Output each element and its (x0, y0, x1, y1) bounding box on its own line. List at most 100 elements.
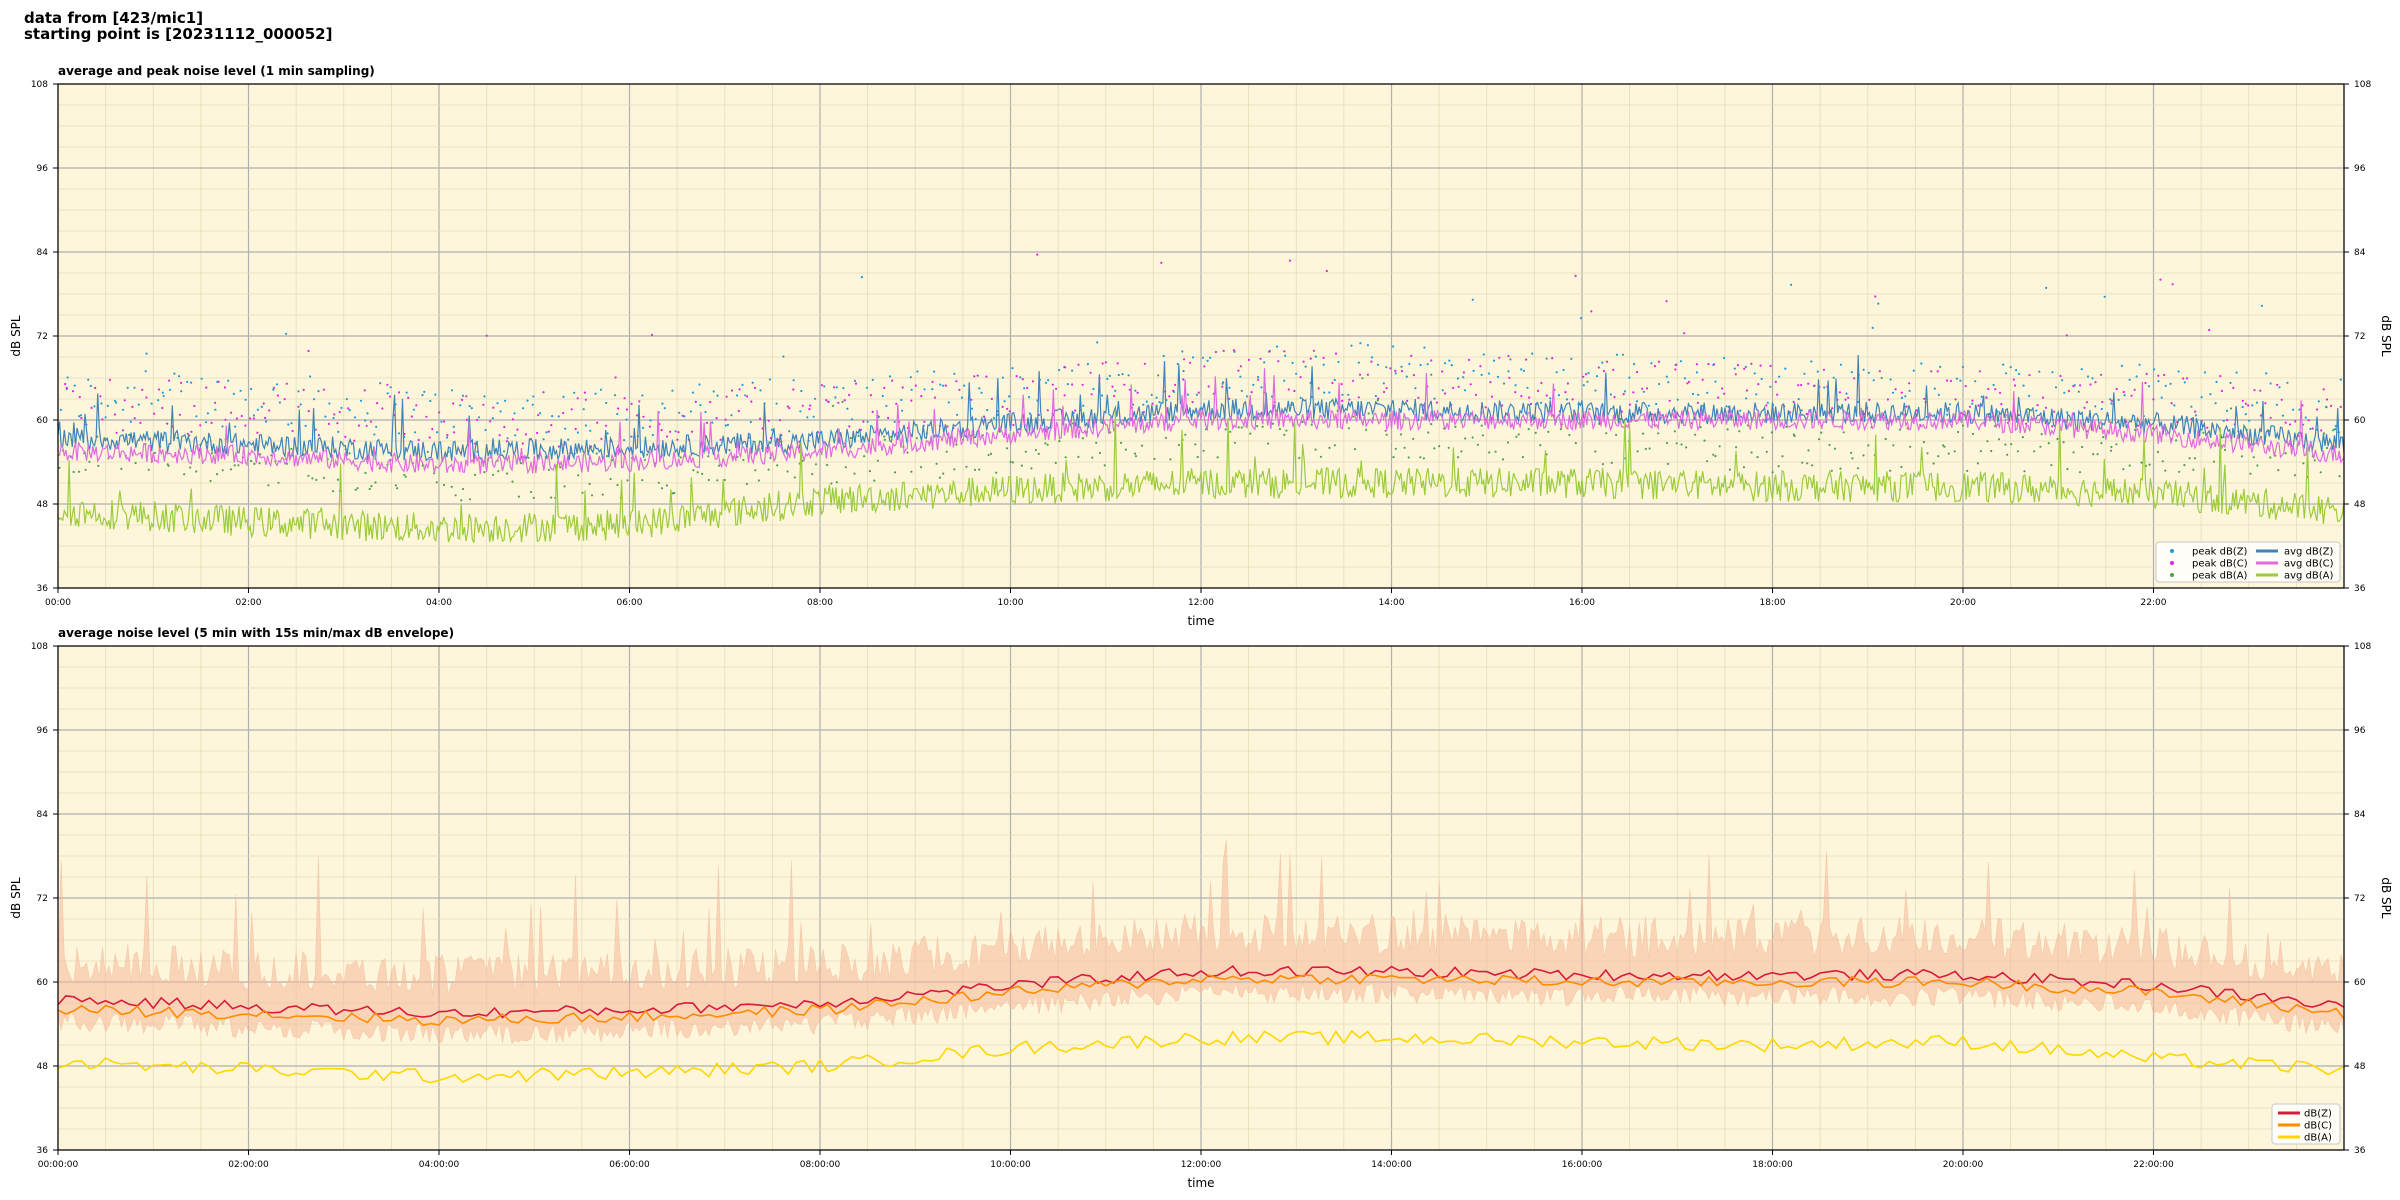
legend-label: peak dB(C) (2192, 559, 2248, 570)
scatter-point (1823, 386, 1826, 389)
scatter-point (1285, 429, 1288, 432)
scatter-point (2051, 425, 2054, 428)
scatter-point (1615, 433, 1618, 436)
scatter-point (1400, 365, 1403, 368)
scatter-point (1502, 382, 1506, 385)
scatter-point (1222, 381, 1225, 384)
scatter-point (1001, 376, 1005, 379)
scatter-point (1726, 428, 1729, 431)
scatter-point (317, 434, 320, 437)
scatter-point (1228, 386, 1231, 389)
scatter-point (2194, 414, 2198, 417)
scatter-point (1295, 372, 1298, 375)
scatter-point (317, 390, 320, 393)
scatter-point (754, 469, 757, 472)
scatter-point (1399, 433, 1403, 436)
scatter-point (1990, 449, 1993, 453)
scatter-point (788, 407, 791, 410)
scatter-point (1957, 430, 1960, 434)
legend-marker (2170, 549, 2174, 553)
scatter-point (221, 469, 224, 472)
scatter-point (1249, 432, 1252, 435)
scatter-point (689, 410, 693, 413)
x-tick-label: 14:00 (1379, 598, 1405, 608)
scatter-point (683, 415, 686, 418)
scatter-point (1412, 374, 1415, 377)
scatter-point (2039, 445, 2042, 448)
scatter-point (1441, 389, 1444, 392)
scatter-point (1968, 405, 1971, 408)
scatter-point (1430, 423, 1433, 426)
scatter-point (359, 399, 363, 402)
scatter-point (987, 453, 990, 457)
scatter-point (521, 442, 524, 445)
scatter-point (2145, 372, 2148, 375)
scatter-point (2190, 405, 2193, 408)
scatter-point (1314, 355, 1317, 358)
scatter-point (233, 464, 236, 467)
scatter-point (837, 401, 840, 404)
scatter-point (1755, 393, 1758, 396)
scatter-point (1206, 359, 1209, 362)
scatter-point (332, 416, 335, 420)
scatter-point (180, 390, 183, 393)
scatter-point (583, 391, 587, 394)
scatter-point (1471, 436, 1474, 439)
scatter-point (547, 430, 550, 433)
scatter-point (522, 407, 525, 410)
scatter-point (2252, 456, 2255, 459)
scatter-point (1923, 397, 1926, 400)
scatter-point (1128, 388, 1131, 391)
y-tick-label-left: 108 (31, 642, 48, 652)
scatter-point (1800, 409, 1803, 412)
scatter-point (1310, 423, 1313, 426)
scatter-point (883, 386, 886, 389)
scatter-point (113, 413, 116, 416)
scatter-point (604, 424, 608, 427)
grid (57, 83, 2345, 589)
scatter-point (333, 413, 336, 416)
scatter-point (691, 391, 695, 394)
scatter-point (1978, 370, 1981, 373)
scatter-point (537, 414, 540, 417)
scatter-point (1055, 387, 1058, 390)
scatter-point (1862, 454, 1865, 457)
scatter-point (492, 406, 495, 409)
scatter-point (1162, 354, 1165, 358)
series-avg-db-c (57, 368, 2345, 475)
scatter-point (980, 391, 983, 394)
scatter-point (436, 431, 439, 434)
scatter-point (976, 374, 979, 377)
scatter-point (1939, 365, 1942, 368)
scatter-point (1268, 350, 1271, 353)
scatter-point (504, 399, 507, 402)
scatter-point (252, 414, 255, 417)
scatter-point (1365, 428, 1368, 431)
scatter-point (153, 412, 156, 415)
scatter-point (121, 429, 125, 432)
scatter-point (189, 466, 192, 469)
scatter-point (1571, 398, 1574, 401)
scatter-point (1284, 354, 1287, 357)
scatter-point (438, 411, 441, 414)
scatter-point (1695, 371, 1698, 374)
scatter-point (1531, 352, 1534, 355)
scatter-point (1647, 404, 1650, 407)
scatter-point (1628, 403, 1632, 406)
scatter-point (256, 431, 259, 434)
scatter-point (307, 349, 310, 353)
scatter-point (854, 382, 858, 385)
scatter-point (1385, 433, 1388, 436)
scatter-point (1615, 353, 1619, 356)
scatter-point (353, 439, 356, 442)
x-tick-label: 14:00:00 (1371, 1160, 1412, 1170)
scatter-point (128, 433, 131, 436)
scatter-point (386, 392, 389, 395)
scatter-point (297, 390, 300, 393)
scatter-point (1046, 443, 1049, 446)
scatter-point (1322, 363, 1325, 366)
scatter-point (1765, 450, 1768, 453)
series-line (57, 1029, 2345, 1084)
scatter-point (623, 439, 626, 442)
